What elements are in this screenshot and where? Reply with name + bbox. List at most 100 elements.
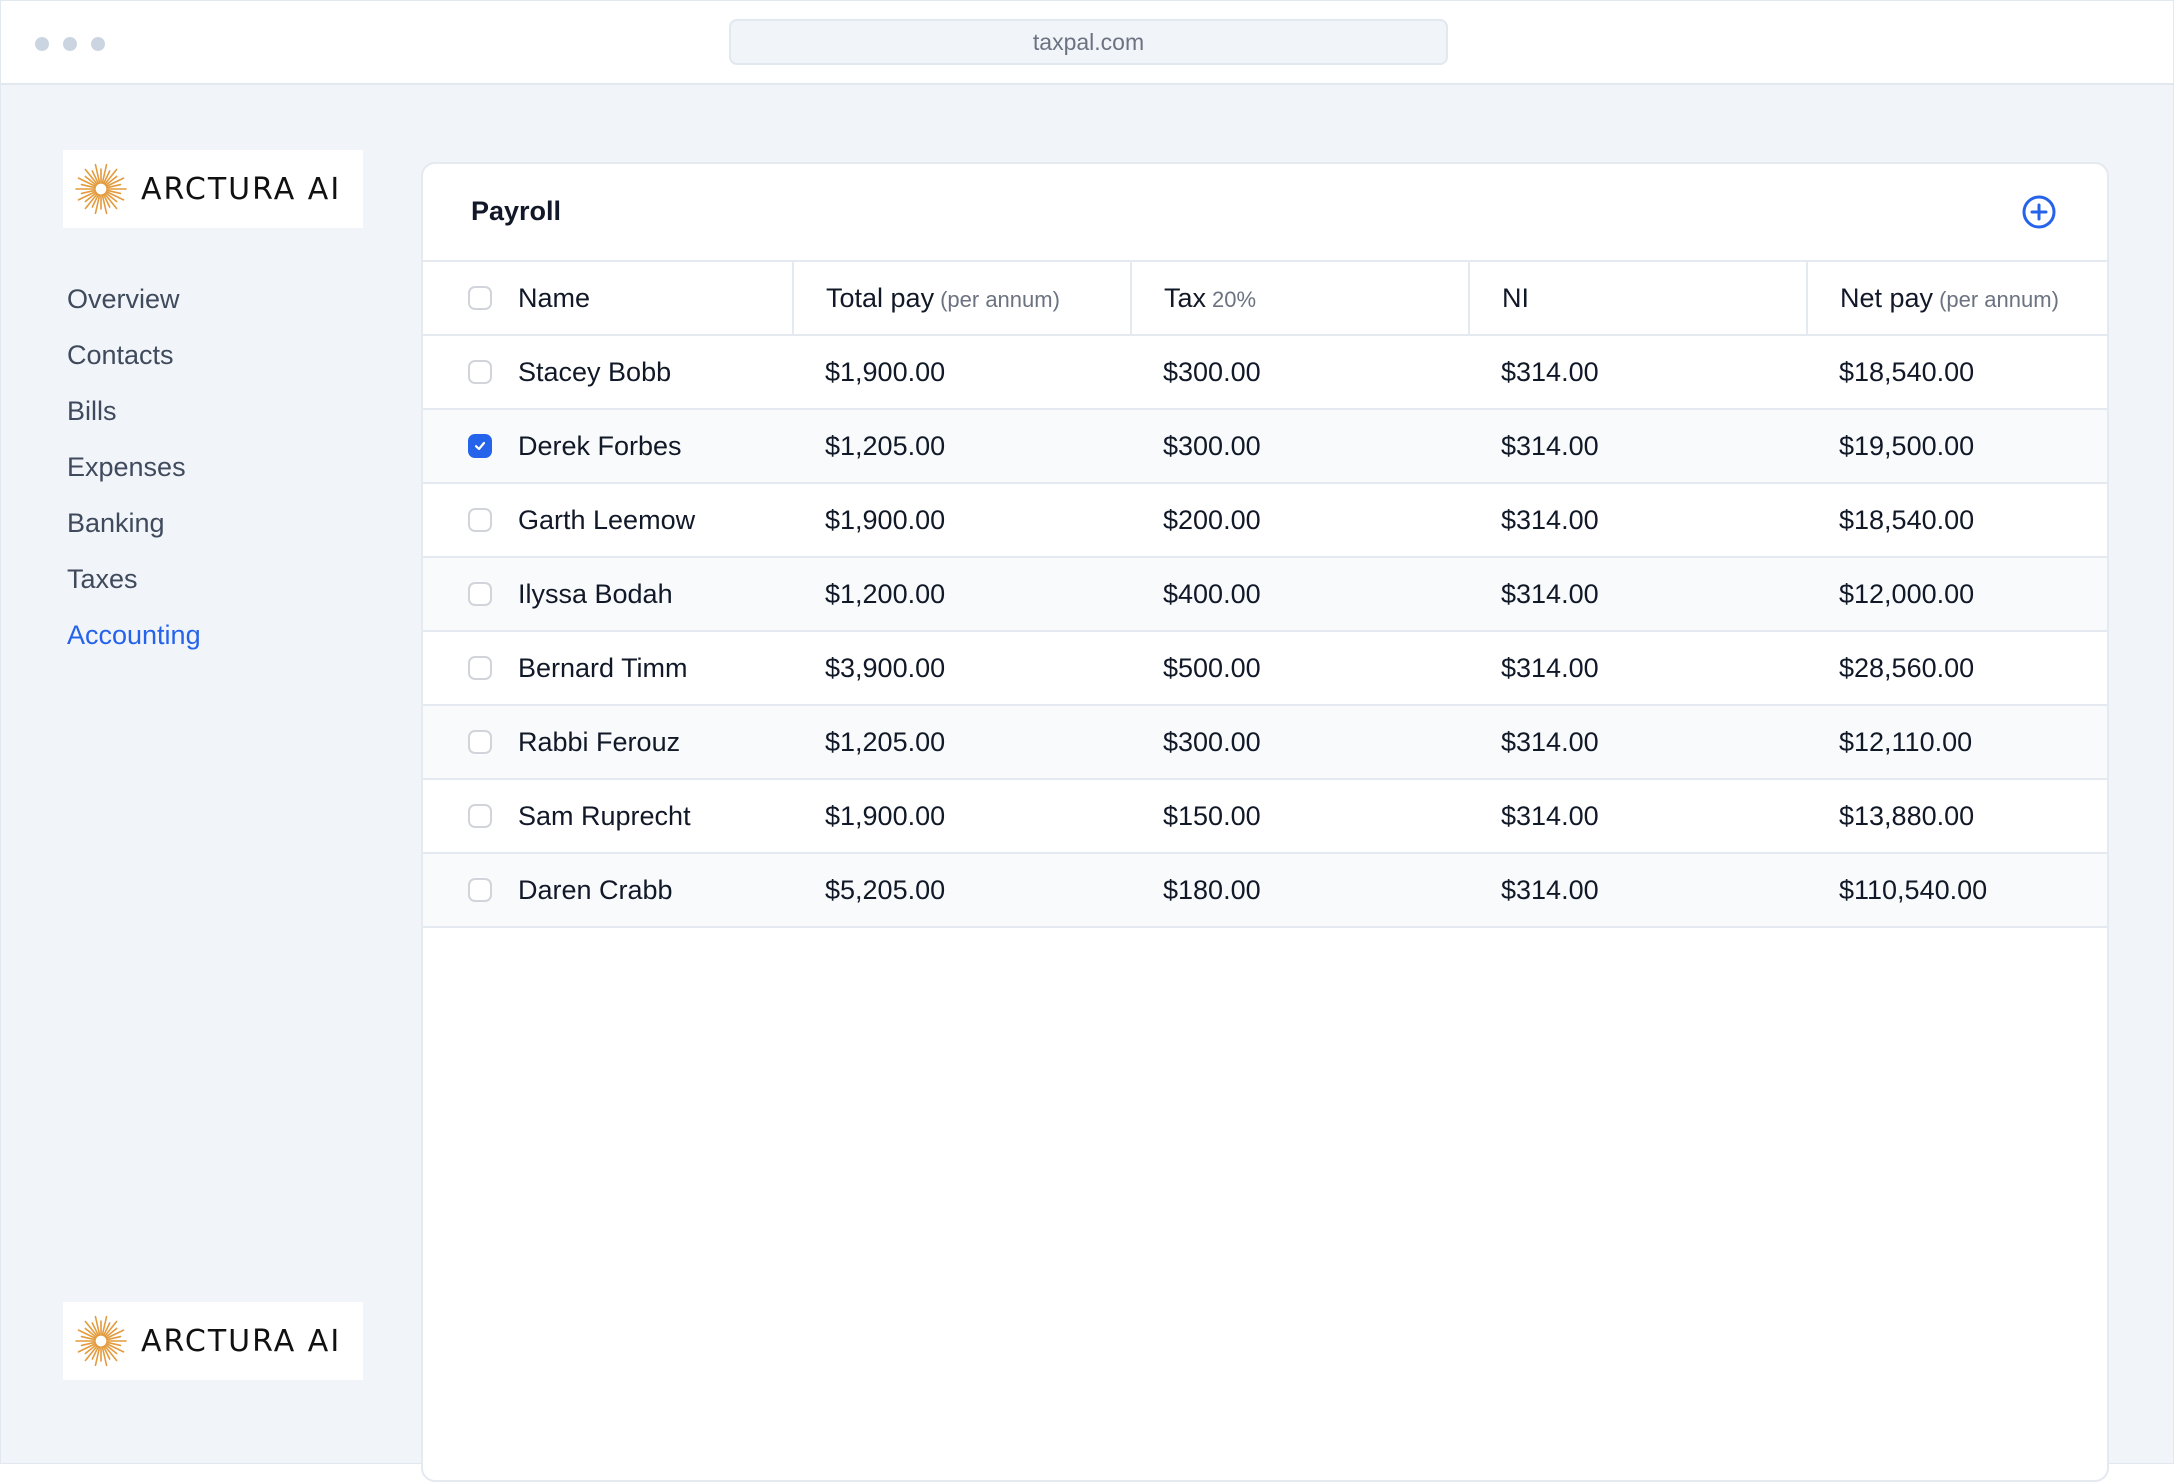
- row-checkbox-checked[interactable]: [468, 434, 492, 458]
- payroll-panel: Payroll Name: [421, 162, 2109, 1482]
- table-row[interactable]: Rabbi Ferouz $1,205.00 $300.00 $314.00 $…: [423, 705, 2107, 780]
- cell-ni: $314.00: [1469, 335, 1807, 410]
- cell-ni: $314.00: [1469, 779, 1807, 854]
- cell-net-pay: $12,110.00: [1807, 705, 2107, 780]
- row-checkbox[interactable]: [468, 804, 492, 828]
- table-row[interactable]: Ilyssa Bodah $1,200.00 $400.00 $314.00 $…: [423, 557, 2107, 632]
- cell-net-pay: $12,000.00: [1807, 557, 2107, 632]
- cell-name: Daren Crabb: [423, 853, 793, 928]
- column-header-total-pay[interactable]: Total pay (per annum): [792, 262, 1131, 336]
- row-checkbox[interactable]: [468, 656, 492, 680]
- row-checkbox[interactable]: [468, 730, 492, 754]
- window-dot-icon[interactable]: [35, 37, 49, 51]
- cell-ni: $314.00: [1469, 853, 1807, 928]
- brand-logo-bottom[interactable]: ARCTURA AI: [63, 1302, 363, 1380]
- cell-name: Rabbi Ferouz: [423, 705, 793, 780]
- row-checkbox[interactable]: [468, 360, 492, 384]
- table-row[interactable]: Stacey Bobb $1,900.00 $300.00 $314.00 $1…: [423, 335, 2107, 410]
- table-row[interactable]: Derek Forbes $1,205.00 $300.00 $314.00 $…: [423, 409, 2107, 484]
- cell-net-pay: $110,540.00: [1807, 853, 2107, 928]
- checkmark-icon: [474, 441, 486, 451]
- cell-ni: $314.00: [1469, 705, 1807, 780]
- column-header-ni[interactable]: NI: [1468, 262, 1807, 336]
- cell-tax: $150.00: [1131, 779, 1469, 854]
- employee-name: Rabbi Ferouz: [518, 726, 681, 757]
- cell-ni: $314.00: [1469, 631, 1807, 706]
- row-checkbox[interactable]: [468, 878, 492, 902]
- column-header-sublabel: (per annum): [940, 286, 1060, 312]
- cell-total-pay: $3,900.00: [793, 631, 1131, 706]
- cell-net-pay: $19,500.00: [1807, 409, 2107, 484]
- cell-name: Bernard Timm: [423, 631, 793, 706]
- page-title: Payroll: [471, 196, 562, 226]
- employee-name: Derek Forbes: [518, 430, 682, 461]
- cell-total-pay: $1,205.00: [793, 705, 1131, 780]
- table-row[interactable]: Daren Crabb $5,205.00 $180.00 $314.00 $1…: [423, 853, 2107, 928]
- sidebar-item-banking[interactable]: Banking: [67, 508, 165, 538]
- employee-name: Bernard Timm: [518, 652, 688, 683]
- sidebar-nav: Overview Contacts Bills Expenses Banking…: [67, 279, 201, 671]
- cell-ni: $314.00: [1469, 557, 1807, 632]
- employee-name: Ilyssa Bodah: [518, 578, 673, 609]
- cell-tax: $300.00: [1131, 335, 1469, 410]
- table-header-row: Name Total pay (per annum) Tax 20% NI Net …: [423, 262, 2107, 336]
- cell-tax: $180.00: [1131, 853, 1469, 928]
- cell-name: Ilyssa Bodah: [423, 557, 793, 632]
- cell-net-pay: $18,540.00: [1807, 483, 2107, 558]
- cell-tax: $500.00: [1131, 631, 1469, 706]
- column-header-net-pay[interactable]: Net pay (per annum): [1806, 262, 2107, 336]
- cell-name: Sam Ruprecht: [423, 779, 793, 854]
- plus-circle-icon[interactable]: [2021, 194, 2057, 230]
- sidebar-item-taxes[interactable]: Taxes: [67, 564, 138, 594]
- sidebar-item-overview[interactable]: Overview: [67, 284, 180, 314]
- table-row[interactable]: Bernard Timm $3,900.00 $500.00 $314.00 $…: [423, 631, 2107, 706]
- brand-name: ARCTURA AI: [141, 171, 342, 207]
- column-header-label: Name: [518, 282, 591, 313]
- cell-ni: $314.00: [1469, 409, 1807, 484]
- window-dot-icon[interactable]: [63, 37, 77, 51]
- cell-name: Stacey Bobb: [423, 335, 793, 410]
- payroll-rows: Stacey Bobb $1,900.00 $300.00 $314.00 $1…: [423, 335, 2107, 928]
- column-header-name[interactable]: Name: [423, 262, 793, 336]
- sidebar-item-expenses[interactable]: Expenses: [67, 452, 186, 482]
- browser-titlebar: taxpal.com: [1, 1, 2173, 85]
- select-all-checkbox[interactable]: [468, 286, 492, 310]
- sidebar-item-accounting[interactable]: Accounting: [67, 620, 201, 650]
- column-header-label: Net pay: [1840, 282, 1934, 313]
- cell-tax: $300.00: [1131, 705, 1469, 780]
- cell-tax: $300.00: [1131, 409, 1469, 484]
- row-checkbox[interactable]: [468, 582, 492, 606]
- cell-total-pay: $1,900.00: [793, 779, 1131, 854]
- brand-logo-top[interactable]: ARCTURA AI: [63, 150, 363, 228]
- column-header-sublabel: (per annum): [1939, 286, 2059, 312]
- row-checkbox[interactable]: [468, 508, 492, 532]
- column-header-tax[interactable]: Tax 20%: [1130, 262, 1469, 336]
- cell-name: Derek Forbes: [423, 409, 793, 484]
- cell-net-pay: $13,880.00: [1807, 779, 2107, 854]
- table-row[interactable]: Sam Ruprecht $1,900.00 $150.00 $314.00 $…: [423, 779, 2107, 854]
- table-row[interactable]: Garth Leemow $1,900.00 $200.00 $314.00 $…: [423, 483, 2107, 558]
- cell-tax: $400.00: [1131, 557, 1469, 632]
- employee-name: Stacey Bobb: [518, 356, 672, 387]
- cell-total-pay: $1,200.00: [793, 557, 1131, 632]
- payroll-table: Name Total pay (per annum) Tax 20% NI Net …: [423, 262, 2107, 928]
- sidebar-item-contacts[interactable]: Contacts: [67, 340, 174, 370]
- cell-ni: $314.00: [1469, 483, 1807, 558]
- column-header-sublabel: 20%: [1212, 286, 1257, 312]
- cell-name: Garth Leemow: [423, 483, 793, 558]
- sunburst-logo-icon: [75, 1315, 127, 1367]
- cell-total-pay: $1,900.00: [793, 335, 1131, 410]
- cell-total-pay: $1,205.00: [793, 409, 1131, 484]
- column-header-label: NI: [1502, 282, 1529, 313]
- column-header-label: Total pay: [826, 282, 935, 313]
- cell-net-pay: $28,560.00: [1807, 631, 2107, 706]
- brand-name: ARCTURA AI: [141, 1323, 342, 1359]
- column-header-label: Tax: [1164, 282, 1207, 313]
- window-dot-icon[interactable]: [91, 37, 105, 51]
- address-bar[interactable]: taxpal.com: [729, 19, 1448, 65]
- cell-net-pay: $18,540.00: [1807, 335, 2107, 410]
- employee-name: Garth Leemow: [518, 504, 696, 535]
- cell-total-pay: $1,900.00: [793, 483, 1131, 558]
- sidebar-item-bills[interactable]: Bills: [67, 396, 117, 426]
